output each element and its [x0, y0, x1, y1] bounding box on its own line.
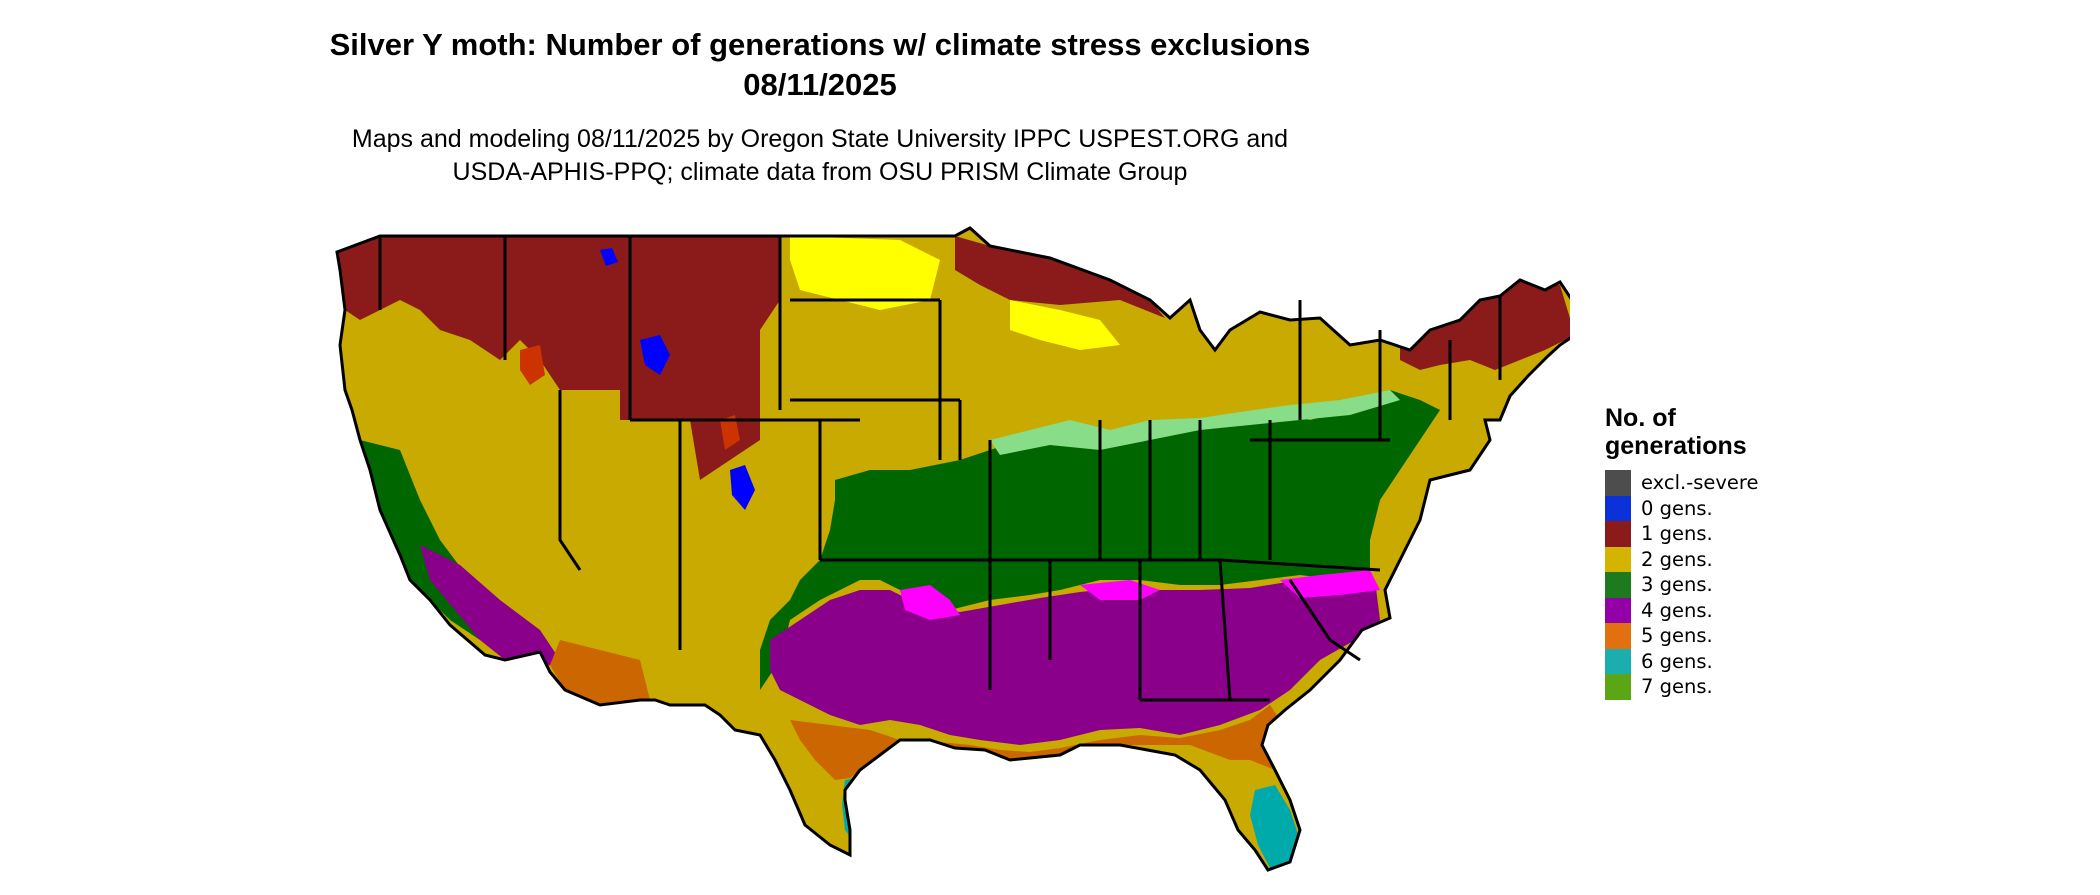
legend-swatch — [1605, 648, 1631, 674]
legend-swatch — [1605, 521, 1631, 547]
zone-gen4 — [770, 580, 1380, 745]
zone-gen5 — [790, 705, 1280, 780]
legend-item: 6 gens. — [1605, 648, 1759, 674]
legend-item: 3 gens. — [1605, 572, 1759, 598]
legend: No. of generations excl.-severe 0 gens. 1 … — [1605, 404, 1759, 700]
state-borders — [335, 226, 1570, 872]
legend-label: 2 gens. — [1641, 547, 1713, 571]
legend-swatch — [1605, 495, 1631, 521]
legend-item: 4 gens. — [1605, 597, 1759, 623]
legend-swatch — [1605, 597, 1631, 623]
legend-label: 3 gens. — [1641, 573, 1713, 597]
map-subtitle-line1: Maps and modeling 08/11/2025 by Oregon S… — [351, 125, 1289, 153]
legend-swatch — [1605, 470, 1631, 496]
us-generations-map — [335, 226, 1570, 872]
legend-item: 2 gens. — [1605, 546, 1759, 572]
legend-item: 0 gens. — [1605, 495, 1759, 521]
zone-gen1-northeast — [1400, 280, 1570, 370]
map-date: 08/11/2025 — [743, 67, 897, 102]
legend-label: 1 gens. — [1641, 522, 1713, 546]
map-title: Silver Y moth: Number of generations w/ … — [329, 27, 1311, 62]
legend-item: 5 gens. — [1605, 623, 1759, 649]
legend-item: 7 gens. — [1605, 674, 1759, 700]
legend-title: No. of generations — [1605, 404, 1759, 460]
legend-swatch — [1605, 572, 1631, 598]
legend-swatch — [1605, 623, 1631, 649]
legend-swatch — [1605, 674, 1631, 700]
legend-label: 4 gens. — [1641, 598, 1713, 622]
zone-gen2-bright-north — [790, 236, 940, 310]
legend-label: 5 gens. — [1641, 624, 1713, 648]
zone-gen5-west — [550, 640, 650, 705]
zone-gen1-great-lakes — [955, 236, 1165, 318]
legend-item: excl.-severe — [1605, 470, 1759, 496]
legend-label: 6 gens. — [1641, 649, 1713, 673]
legend-item: 1 gens. — [1605, 521, 1759, 547]
zone-gen4-west — [420, 545, 560, 670]
map-subtitle-line2: USDA-APHIS-PPQ; climate data from OSU PR… — [452, 158, 1188, 186]
legend-swatch — [1605, 546, 1631, 572]
zone-gen0-rockies — [600, 248, 755, 510]
legend-title-line2: generations — [1605, 432, 1747, 460]
legend-items: excl.-severe 0 gens. 1 gens. 2 gens. 3 gens.… — [1605, 470, 1759, 700]
legend-label: 7 gens. — [1641, 675, 1713, 699]
legend-label: 0 gens. — [1641, 496, 1713, 520]
zone-gen3-light — [990, 390, 1400, 455]
zone-gen6-florida — [1250, 785, 1300, 868]
legend-title-line1: No. of — [1605, 404, 1676, 432]
legend-label: excl.-severe — [1641, 471, 1759, 495]
zone-gen2-bright-mn — [1010, 300, 1120, 350]
